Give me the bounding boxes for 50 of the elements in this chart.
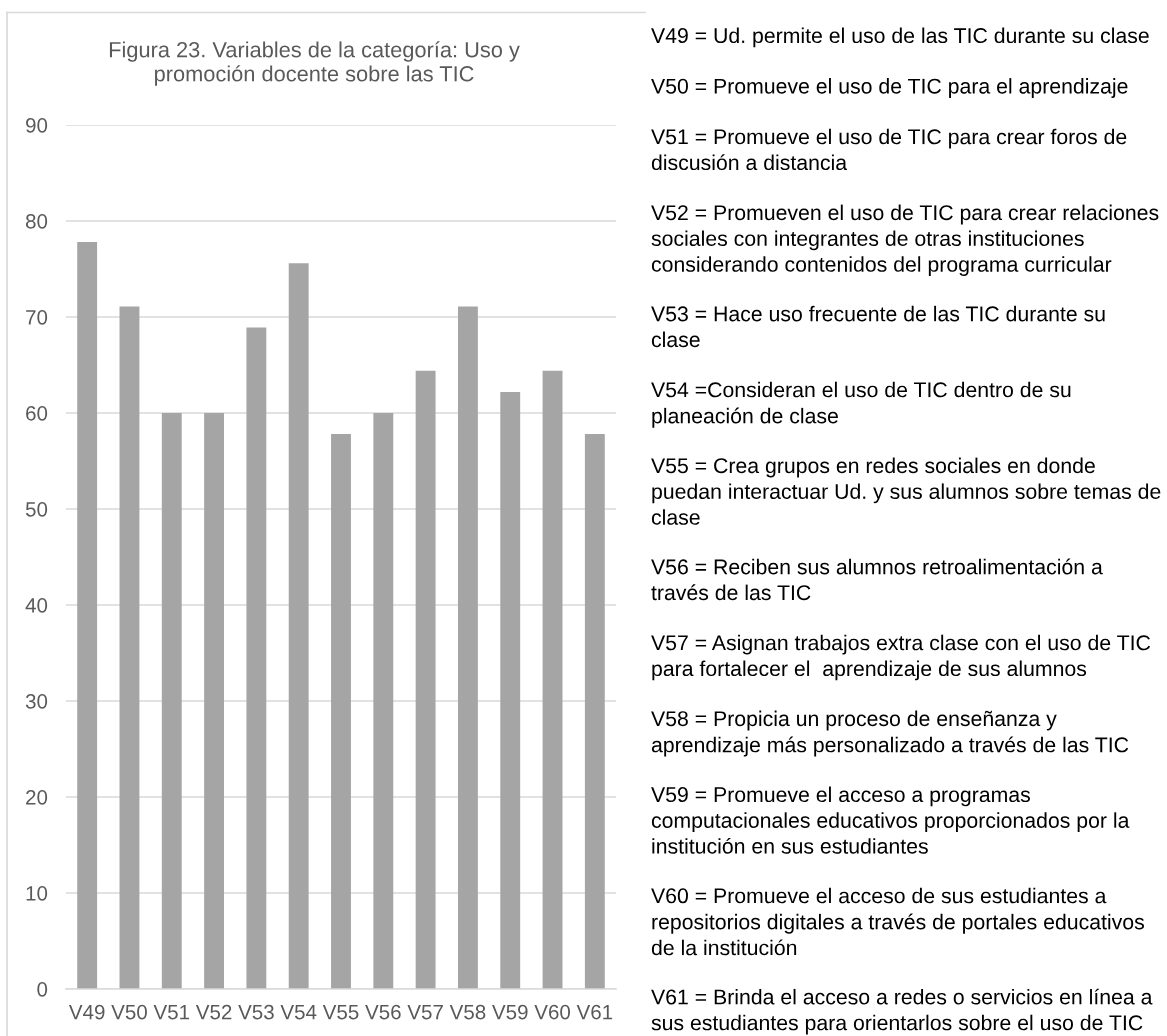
y-tick-label: 20 [26,790,48,805]
y-tick-label: 90 [26,118,48,133]
x-tick-label: V50 [111,1004,147,1020]
bar [457,306,478,989]
bar [584,434,605,989]
y-tick-label: 70 [26,310,48,325]
x-tick-label: V53 [238,1004,274,1020]
y-tick-label: 30 [25,694,48,709]
text: V58 = Propicia un proceso de enseñanza y aprendizaje más personalizado a través de las TIC [651,710,1129,757]
bar [373,413,394,989]
text: V54 =Consideran el uso de TIC dentro de su planeación de clase [651,381,1071,428]
text: V49 = Ud. permite el uso de las TIC durante su clase [651,27,1149,48]
y-tick-label: 50 [25,502,48,517]
x-tick-label: V55 [322,1005,359,1020]
text: V55 = Crea grupos en redes sociales en donde puedan interactuar Ud. y sus alumnos sobre temas de clase [651,457,1161,525]
bar [415,370,436,989]
x-tick-label: V54 [280,1005,317,1020]
x-tick-label: V59 [492,1004,528,1020]
x-tick-label: V61 [576,1004,613,1020]
bar [246,327,267,989]
x-tick-label: V52 [195,1004,232,1020]
text: V52 = Promueven el uso de TIC para crear relaciones sociales con integrantes de otras instituciones considerando contenidos del programa curricular [651,204,1159,277]
bar [500,391,521,989]
bar [119,306,140,989]
text: V59 = Promueve el acceso a programas computacionales educativos proporcionados por la institución en sus estudiantes [651,786,1130,854]
x-tick-label: V49 [68,1004,105,1020]
bar [77,242,98,989]
text: V51 = Promueve el uso de TIC para crear foros de discusión a distancia [651,128,1127,171]
bar [161,413,182,989]
text: V60 = Promueve el acceso de sus estudiantes a repositorios digitales a través de portales educativos de la institución [651,887,1144,956]
x-tick-label: V51 [153,1005,190,1020]
x-tick-label: V57 [407,1005,443,1020]
y-tick-label: 10 [26,886,48,901]
x-tick-label: V58 [449,1004,486,1020]
x-tick-label: V60 [534,1004,571,1020]
text: V57 = Asignan trabajos extra clase con el uso de TIC para fortalecer el aprendizaje de sus alumnos [651,634,1151,681]
y-tick-label: 40 [25,598,48,613]
text: V56 = Reciben sus alumnos retroalimentación a través de las TIC [651,558,1103,601]
bar [542,370,563,989]
text: V50 = Promueve el uso de TIC para el aprendizaje [651,78,1128,98]
chart-title: Figura 23. Variables de la categoría: Uso y promoción docente sobre las TIC [109,41,520,86]
y-tick-label: 60 [26,406,48,421]
bar [331,434,351,989]
y-tick-label: 0 [37,982,48,997]
text: V53 = Hace uso frecuente de las TIC durante su clase [651,305,1105,348]
bar [288,263,309,989]
x-tick-label: V56 [365,1004,401,1020]
text: V61 = Brinda el acceso a redes o servicios en línea a sus estudiantes para orientarlos sobre el uso de TIC [651,988,1153,1035]
bar [204,413,225,989]
y-tick-label: 80 [25,214,48,229]
